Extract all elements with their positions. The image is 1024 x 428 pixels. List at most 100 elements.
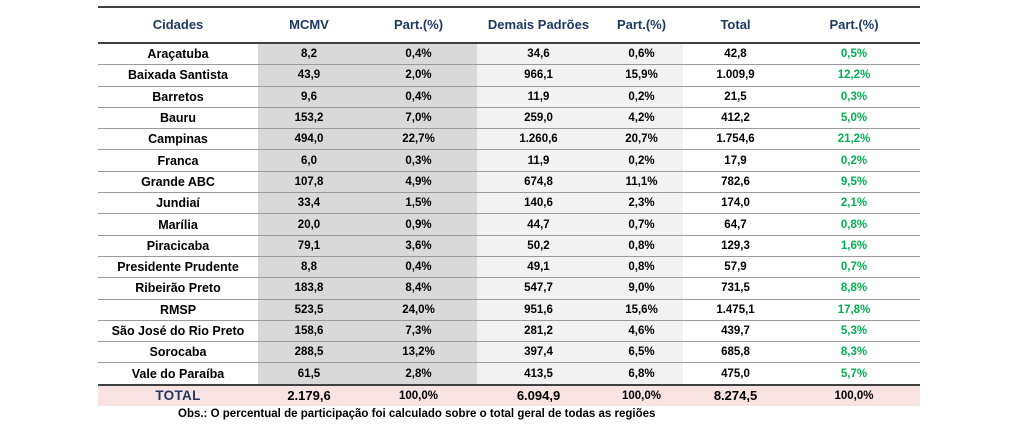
value-cell: 0,2%: [600, 149, 683, 172]
value-cell: 42,8: [683, 43, 788, 65]
city-cell: Bauru: [98, 107, 258, 129]
total-demais: 6.094,9: [477, 384, 600, 406]
value-cell: 153,2: [258, 107, 360, 129]
value-cell: 0,4%: [360, 43, 477, 65]
value-cell: 281,2: [477, 320, 600, 342]
value-cell: 0,3%: [788, 86, 920, 108]
value-cell: 15,6%: [600, 299, 683, 321]
table-row: Araçatuba 8,2 0,4% 34,6 0,6% 42,8 0,5%: [98, 43, 920, 65]
value-cell: 951,6: [477, 299, 600, 321]
table-row: Baixada Santista 43,9 2,0% 966,1 15,9% 1.009,…: [98, 64, 920, 87]
table-row: Ribeirão Preto 183,8 8,4% 547,7 9,0% 731,5 8,8…: [98, 277, 920, 300]
header-part-total: Part.(%): [788, 7, 920, 43]
value-cell: 21,5: [683, 86, 788, 108]
header-total: Total: [683, 7, 788, 43]
value-cell: 0,4%: [360, 256, 477, 278]
value-cell: 0,8%: [600, 235, 683, 257]
value-cell: 0,3%: [360, 149, 477, 172]
value-cell: 49,1: [477, 256, 600, 278]
table-row: Grande ABC 107,8 4,9% 674,8 11,1% 782,6 9,5%: [98, 171, 920, 193]
value-cell: 0,8%: [788, 213, 920, 236]
table-footer: TOTAL 2.179,6 100,0% 6.094,9 100,0% 8.27…: [98, 384, 920, 406]
value-cell: 0,9%: [360, 213, 477, 236]
value-cell: 0,2%: [788, 149, 920, 172]
total-part-demais: 100,0%: [600, 384, 683, 406]
value-cell: 439,7: [683, 320, 788, 342]
table-row: Franca 6,0 0,3% 11,9 0,2% 17,9 0,2%: [98, 149, 920, 172]
header-cidades: Cidades: [98, 7, 258, 43]
value-cell: 3,6%: [360, 235, 477, 257]
table-row: Marília 20,0 0,9% 44,7 0,7% 64,7 0,8%: [98, 213, 920, 236]
value-cell: 107,8: [258, 171, 360, 193]
table-body: Araçatuba 8,2 0,4% 34,6 0,6% 42,8 0,5% Baixada …: [98, 43, 920, 385]
value-cell: 43,9: [258, 64, 360, 87]
value-cell: 21,2%: [788, 128, 920, 150]
value-cell: 11,1%: [600, 171, 683, 193]
value-cell: 966,1: [477, 64, 600, 87]
value-cell: 4,9%: [360, 171, 477, 193]
value-cell: 494,0: [258, 128, 360, 150]
table-row: Sorocaba 288,5 13,2% 397,4 6,5% 685,8 8,3%: [98, 341, 920, 363]
value-cell: 17,8%: [788, 299, 920, 321]
value-cell: 33,4: [258, 192, 360, 214]
city-cell: São José do Rio Preto: [98, 320, 258, 342]
value-cell: 0,7%: [788, 256, 920, 278]
city-cell: Presidente Prudente: [98, 256, 258, 278]
value-cell: 8,2: [258, 43, 360, 65]
value-cell: 0,6%: [600, 43, 683, 65]
value-cell: 259,0: [477, 107, 600, 129]
value-cell: 61,5: [258, 362, 360, 385]
city-cell: RMSP: [98, 299, 258, 321]
value-cell: 685,8: [683, 341, 788, 363]
table-row: São José do Rio Preto 158,6 7,3% 281,2 4,6% 4…: [98, 320, 920, 342]
value-cell: 0,2%: [600, 86, 683, 108]
value-cell: 0,5%: [788, 43, 920, 65]
value-cell: 50,2: [477, 235, 600, 257]
city-cell: Baixada Santista: [98, 64, 258, 87]
table-row: Barretos 9,6 0,4% 11,9 0,2% 21,5 0,3%: [98, 86, 920, 108]
value-cell: 34,6: [477, 43, 600, 65]
city-cell: Araçatuba: [98, 43, 258, 65]
city-cell: Franca: [98, 149, 258, 172]
value-cell: 1,5%: [360, 192, 477, 214]
value-cell: 13,2%: [360, 341, 477, 363]
value-cell: 17,9: [683, 149, 788, 172]
value-cell: 183,8: [258, 277, 360, 300]
city-cell: Piracicaba: [98, 235, 258, 257]
table-row: Presidente Prudente 8,8 0,4% 49,1 0,8% 57,9 0,…: [98, 256, 920, 278]
city-cell: Ribeirão Preto: [98, 277, 258, 300]
total-total: 8.274,5: [683, 384, 788, 406]
value-cell: 7,3%: [360, 320, 477, 342]
value-cell: 2,1%: [788, 192, 920, 214]
value-cell: 129,3: [683, 235, 788, 257]
value-cell: 4,2%: [600, 107, 683, 129]
table-row: Piracicaba 79,1 3,6% 50,2 0,8% 129,3 1,6%: [98, 235, 920, 257]
city-cell: Jundiaí: [98, 192, 258, 214]
value-cell: 1,6%: [788, 235, 920, 257]
value-cell: 20,0: [258, 213, 360, 236]
header-mcmv: MCMV: [258, 7, 360, 43]
city-cell: Barretos: [98, 86, 258, 108]
value-cell: 8,4%: [360, 277, 477, 300]
value-cell: 397,4: [477, 341, 600, 363]
value-cell: 5,0%: [788, 107, 920, 129]
value-cell: 547,7: [477, 277, 600, 300]
value-cell: 1.260,6: [477, 128, 600, 150]
value-cell: 2,0%: [360, 64, 477, 87]
value-cell: 523,5: [258, 299, 360, 321]
header-demais-padroes: Demais Padrões: [477, 7, 600, 43]
total-row: TOTAL 2.179,6 100,0% 6.094,9 100,0% 8.27…: [98, 384, 920, 406]
table-row: Jundiaí 33,4 1,5% 140,6 2,3% 174,0 2,1%: [98, 192, 920, 214]
value-cell: 2,3%: [600, 192, 683, 214]
value-cell: 11,9: [477, 149, 600, 172]
value-cell: 79,1: [258, 235, 360, 257]
total-label: TOTAL: [98, 384, 258, 406]
regions-table: Cidades MCMV Part.(%) Demais Padrões Par…: [98, 6, 920, 406]
value-cell: 11,9: [477, 86, 600, 108]
value-cell: 20,7%: [600, 128, 683, 150]
value-cell: 12,2%: [788, 64, 920, 87]
header-row: Cidades MCMV Part.(%) Demais Padrões Par…: [98, 7, 920, 43]
city-cell: Sorocaba: [98, 341, 258, 363]
total-part-mcmv: 100,0%: [360, 384, 477, 406]
